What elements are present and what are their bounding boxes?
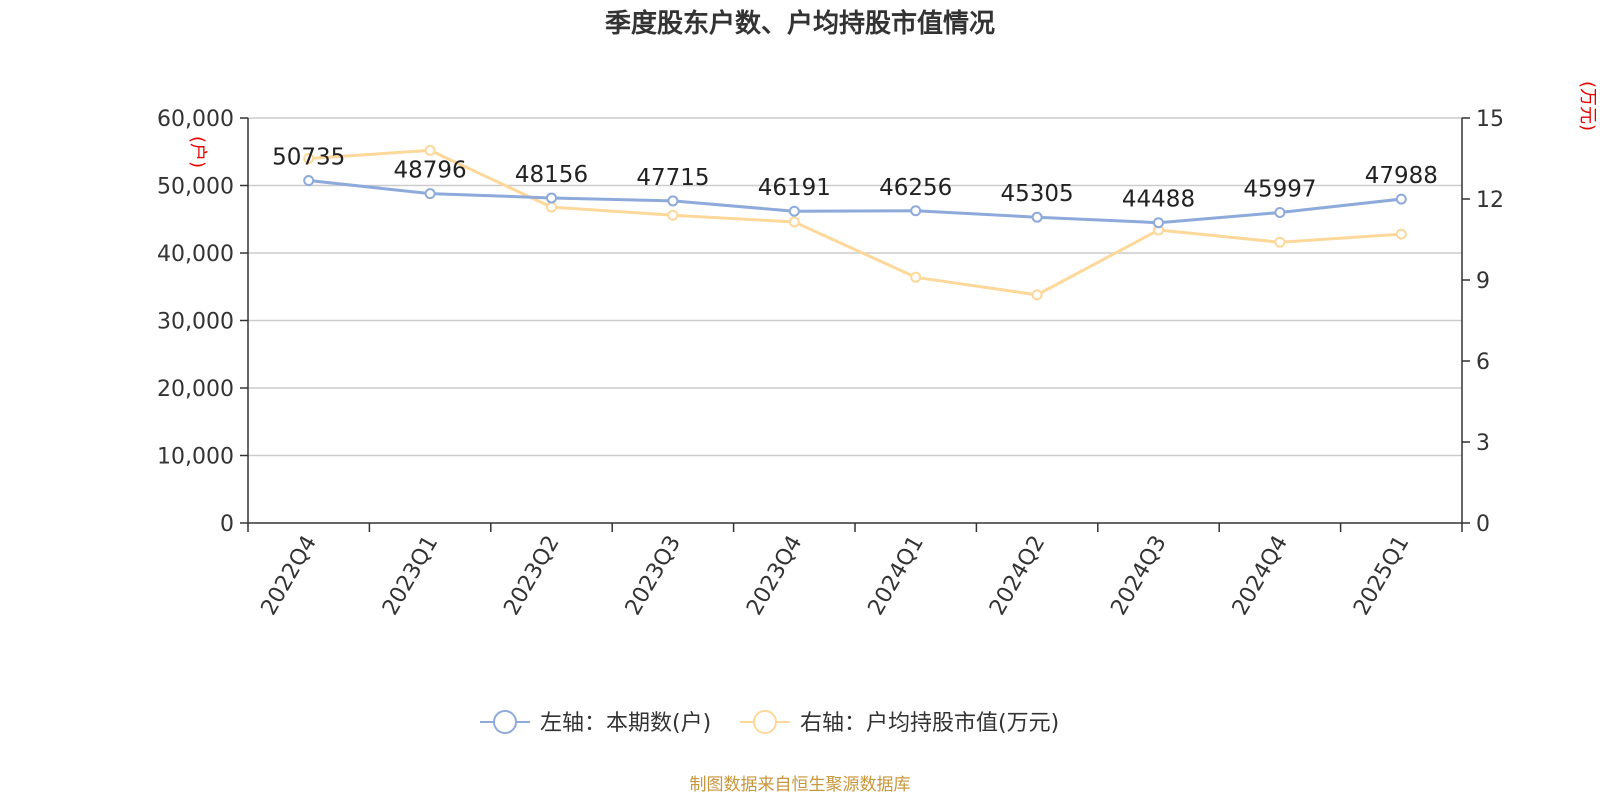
right-axis-unit: (万元) bbox=[1577, 81, 1598, 131]
right-tick-label: 3 bbox=[1476, 431, 1490, 456]
data-point-left bbox=[1395, 193, 1407, 205]
data-label: 44488 bbox=[1122, 187, 1195, 213]
data-point-right bbox=[546, 201, 557, 213]
data-point-left bbox=[1031, 211, 1043, 223]
data-label: 50735 bbox=[272, 145, 345, 171]
data-point-left bbox=[1153, 217, 1164, 229]
left-tick-label: 40,000 bbox=[157, 242, 234, 267]
data-point-right bbox=[667, 209, 679, 221]
x-tick-label: 2024Q4 bbox=[1228, 532, 1293, 620]
left-tick-label: 10,000 bbox=[157, 445, 234, 470]
data-label: 48796 bbox=[394, 158, 467, 184]
data-point-right bbox=[1274, 236, 1286, 248]
legend: 左轴：本期数(户) 右轴：户均持股市值(万元) bbox=[480, 710, 1059, 736]
series-layer bbox=[303, 144, 1407, 301]
x-tick-label: 2024Q1 bbox=[864, 532, 929, 620]
right-tick-label: 9 bbox=[1476, 269, 1490, 294]
data-label: 45305 bbox=[1001, 181, 1074, 207]
data-label: 48156 bbox=[515, 162, 588, 188]
x-tick-label: 2023Q1 bbox=[378, 532, 443, 620]
data-label: 45997 bbox=[1243, 177, 1316, 203]
data-point-right bbox=[788, 216, 800, 228]
data-point-left bbox=[424, 188, 436, 200]
x-axis-ticks: 2022Q4 2023Q1 2023Q2 2023Q3 2023Q4 2024Q1 2024… bbox=[247, 523, 1463, 620]
x-tick-label: 2023Q3 bbox=[621, 532, 686, 620]
data-point-left bbox=[667, 195, 679, 207]
x-tick-label: 2024Q2 bbox=[985, 532, 1050, 620]
x-tick-label: 2025Q1 bbox=[1349, 532, 1414, 620]
right-tick-label: 6 bbox=[1476, 350, 1490, 375]
data-point-right bbox=[1031, 289, 1043, 301]
right-tick-label: 15 bbox=[1476, 107, 1504, 132]
left-axis-unit: (户) bbox=[187, 136, 208, 168]
data-label: 47715 bbox=[636, 165, 709, 191]
grid-lines bbox=[248, 117, 1462, 457]
data-point-left bbox=[1274, 207, 1286, 219]
data-labels: 50735 48796 48156 47715 46191 46256 45305 44488… bbox=[272, 145, 1438, 213]
left-tick-label: 20,000 bbox=[157, 377, 234, 402]
legend-label-left: 左轴：本期数(户) bbox=[540, 711, 711, 736]
source-note: 制图数据来自恒生聚源数据库 bbox=[690, 775, 911, 795]
left-tick-label: 60,000 bbox=[157, 107, 234, 132]
series-line-right bbox=[308, 148, 1402, 297]
x-tick-label: 2024Q3 bbox=[1106, 532, 1171, 620]
data-point-right bbox=[1395, 228, 1407, 240]
x-tick-label: 2023Q4 bbox=[742, 532, 807, 620]
data-point-right bbox=[424, 144, 436, 156]
data-point-right bbox=[303, 153, 315, 164]
left-tick-label: 0 bbox=[220, 512, 234, 537]
legend-label-right: 右轴：户均持股市值(万元) bbox=[800, 711, 1059, 736]
x-tick-label: 2022Q4 bbox=[257, 532, 322, 620]
data-label: 46191 bbox=[758, 175, 831, 201]
x-tick-label: 2023Q2 bbox=[499, 532, 564, 620]
right-tick-label: 0 bbox=[1476, 512, 1490, 537]
chart-title: 季度股东户数、户均持股市值情况 bbox=[605, 8, 995, 39]
left-tick-label: 30,000 bbox=[157, 310, 234, 335]
right-tick-label: 12 bbox=[1476, 188, 1504, 213]
right-axis-ticks: 0 3 6 9 12 15 bbox=[1462, 107, 1504, 537]
legend-marker-left bbox=[493, 710, 517, 734]
data-point-right bbox=[910, 271, 922, 283]
data-point-left bbox=[910, 205, 922, 217]
left-tick-label: 50,000 bbox=[157, 175, 234, 200]
series-line-left bbox=[308, 179, 1402, 225]
data-point-left bbox=[788, 205, 800, 217]
data-point-left bbox=[303, 175, 315, 187]
data-label: 46256 bbox=[879, 175, 952, 201]
left-axis-ticks: 0 10,000 20,000 30,000 40,000 50,000 60,000 bbox=[157, 107, 248, 537]
data-point-left bbox=[546, 192, 557, 204]
legend-marker-right bbox=[753, 710, 777, 734]
data-label: 47988 bbox=[1365, 163, 1438, 189]
